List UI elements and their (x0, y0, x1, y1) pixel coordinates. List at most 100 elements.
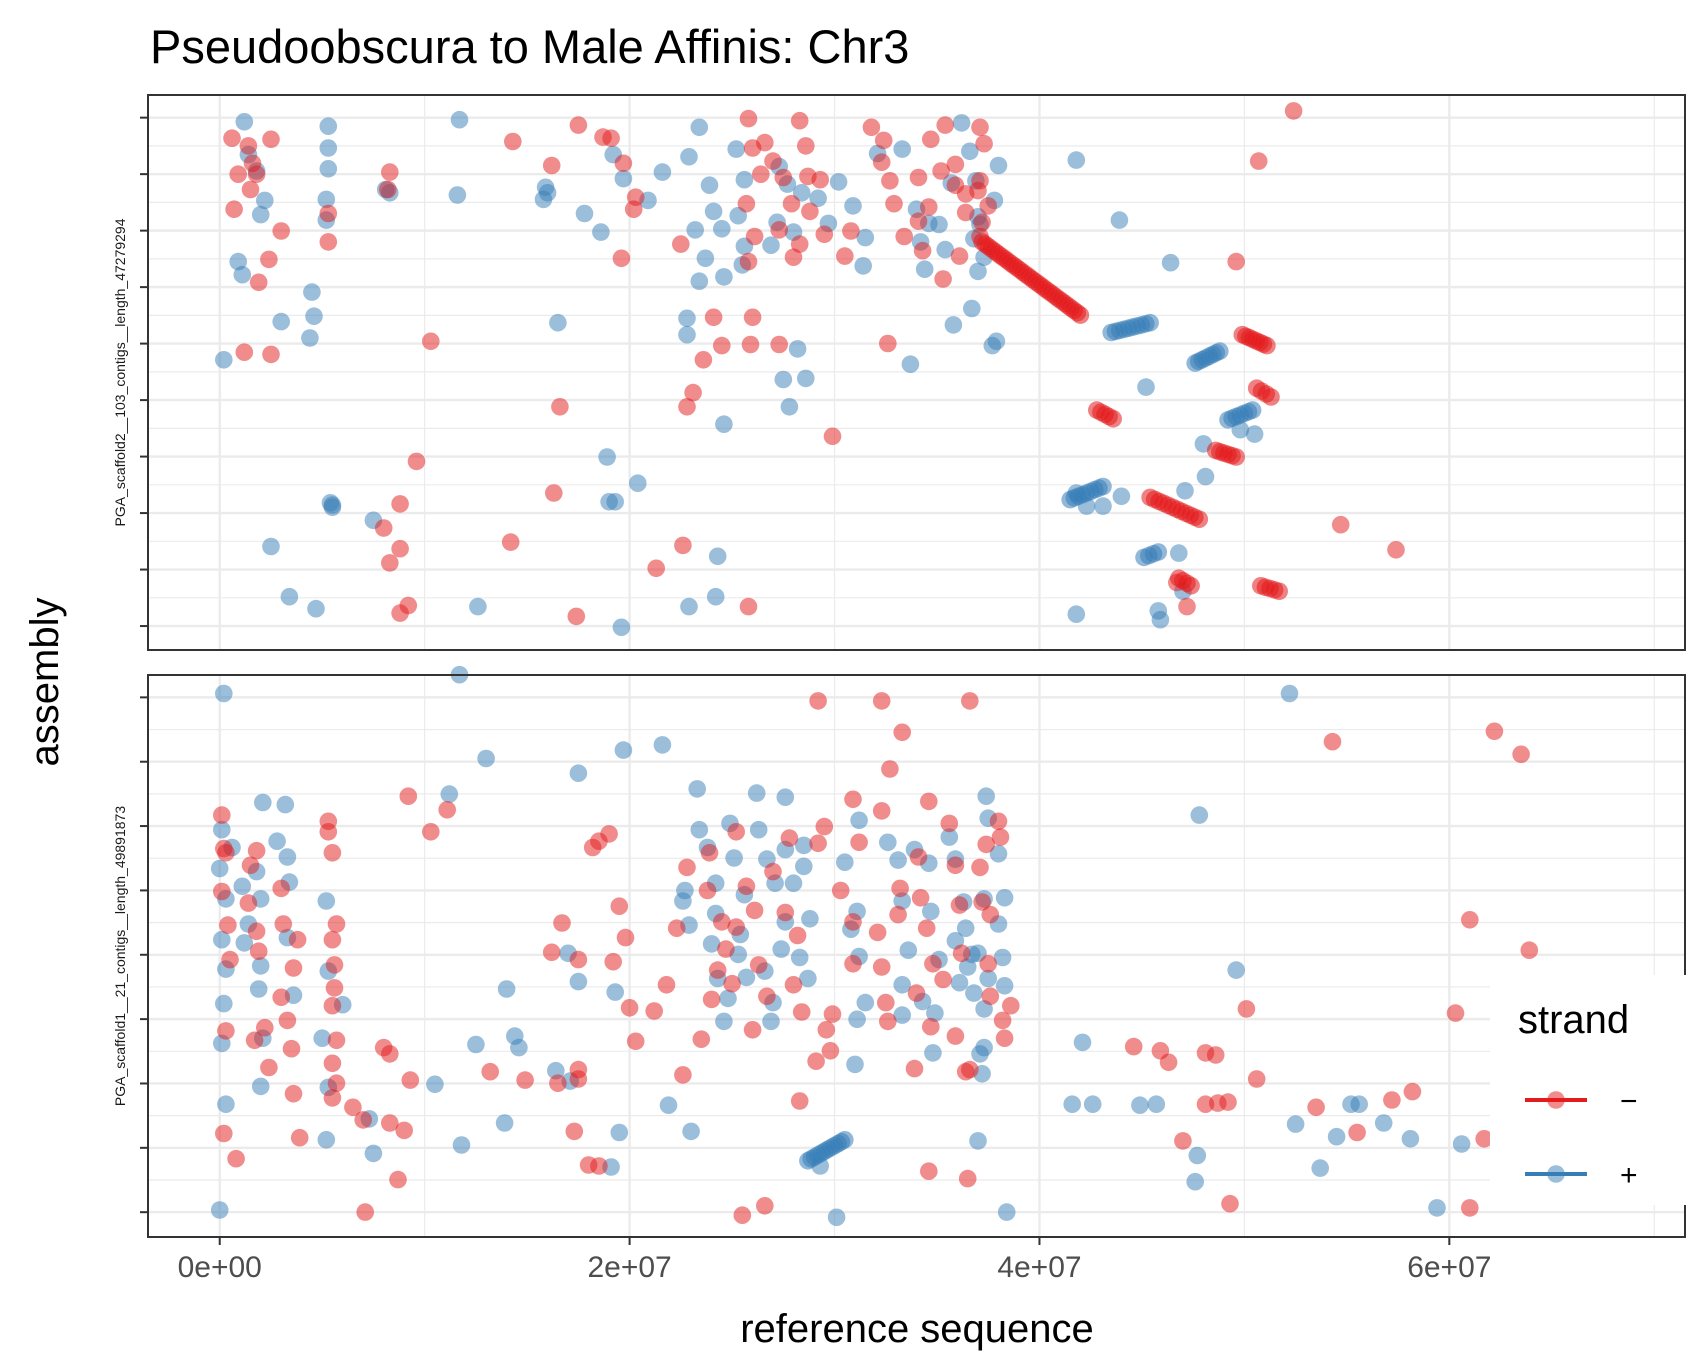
point-minus-strand (713, 336, 731, 355)
point-minus-strand (610, 897, 629, 915)
point-minus-strand (809, 834, 827, 853)
point-minus-strand (792, 1003, 811, 1021)
point-plus-strand (762, 236, 780, 254)
point-plus-strand (995, 977, 1014, 995)
point-minus-strand (895, 227, 913, 246)
point-minus-strand (1258, 336, 1276, 355)
point-minus-strand (977, 835, 995, 854)
point-minus-strand (727, 823, 745, 841)
point-minus-strand (1178, 597, 1196, 616)
point-minus-strand (1249, 152, 1268, 170)
point-plus-strand (538, 184, 557, 202)
point-minus-strand (872, 958, 891, 976)
legend-key-point (1547, 1091, 1565, 1109)
point-plus-strand (1094, 477, 1112, 496)
point-plus-strand (319, 139, 338, 157)
point-minus-strand (219, 916, 237, 934)
point-plus-strand (848, 1010, 866, 1029)
point-plus-strand (780, 398, 799, 416)
point-minus-strand (889, 905, 907, 924)
point-plus-strand (704, 202, 723, 221)
point-minus-strand (717, 940, 735, 958)
point-plus-strand (1350, 1095, 1368, 1113)
point-minus-strand (745, 227, 764, 246)
point-minus-strand (553, 914, 571, 932)
point-plus-strand (612, 618, 631, 637)
point-minus-strand (381, 1114, 399, 1132)
point-minus-strand (1331, 515, 1350, 534)
point-minus-strand (917, 919, 936, 937)
point-minus-strand (1262, 388, 1280, 406)
point-plus-strand (440, 785, 459, 803)
point-plus-strand (809, 189, 827, 208)
point-minus-strand (723, 974, 741, 993)
point-plus-strand (846, 1055, 864, 1074)
point-plus-strand (856, 993, 875, 1012)
point-plus-strand (801, 910, 819, 928)
point-minus-strand (612, 249, 631, 268)
point-plus-strand (1286, 1115, 1305, 1133)
point-plus-strand (1112, 487, 1131, 506)
point-plus-strand (950, 973, 969, 992)
point-minus-strand (922, 130, 940, 149)
point-plus-strand (797, 369, 815, 388)
point-minus-strand (920, 1162, 938, 1180)
point-minus-strand (844, 955, 862, 973)
point-plus-strand (901, 355, 920, 374)
x-tick-label: 4e+07 (997, 1251, 1081, 1284)
point-minus-strand (1227, 252, 1245, 271)
point-plus-strand (940, 828, 959, 846)
point-minus-strand (879, 1012, 897, 1031)
point-plus-strand (549, 313, 567, 332)
point-minus-strand (891, 879, 909, 898)
point-minus-strand (981, 987, 1000, 1006)
point-plus-strand (997, 1203, 1016, 1221)
point-minus-strand (979, 197, 997, 215)
point-plus-strand (854, 257, 872, 275)
point-minus-strand (549, 1074, 567, 1092)
point-minus-strand (932, 162, 950, 180)
point-plus-strand (795, 836, 813, 855)
point-plus-strand (1073, 1033, 1092, 1052)
legend-key-point (1547, 1165, 1565, 1183)
point-minus-strand (1323, 732, 1342, 751)
point-minus-strand (282, 1039, 301, 1058)
point-minus-strand (801, 202, 819, 221)
point-minus-strand (950, 247, 969, 265)
point-plus-strand (1176, 482, 1194, 500)
point-minus-strand (934, 970, 952, 989)
point-minus-strand (784, 248, 803, 266)
point-minus-strand (920, 792, 938, 811)
point-minus-strand (961, 692, 979, 710)
point-minus-strand (319, 823, 338, 841)
point-minus-strand (727, 918, 745, 936)
point-minus-strand (674, 536, 692, 555)
point-minus-strand (1071, 306, 1090, 324)
point-minus-strand (213, 806, 231, 824)
point-minus-strand (911, 889, 930, 907)
point-minus-strand (946, 856, 965, 875)
point-minus-strand (872, 153, 891, 171)
point-minus-strand (319, 233, 338, 251)
point-minus-strand (907, 984, 926, 1002)
point-plus-strand (210, 1201, 229, 1219)
point-minus-strand (1284, 102, 1303, 120)
point-minus-strand (217, 844, 235, 862)
point-plus-strand (600, 493, 618, 511)
panel-label-scaffold1: PGA_scaffold1__21_contigs__length_498918… (112, 806, 128, 1106)
point-plus-strand (844, 197, 862, 215)
point-minus-strand (784, 976, 803, 994)
point-minus-strand (569, 1070, 588, 1088)
point-plus-strand (1110, 211, 1129, 229)
point-minus-strand (708, 961, 727, 979)
point-plus-strand (678, 325, 696, 344)
point-minus-strand (913, 241, 932, 260)
point-plus-strand (1428, 1199, 1446, 1217)
point-plus-strand (799, 969, 817, 988)
point-plus-strand (305, 307, 323, 326)
point-minus-strand (989, 812, 1008, 831)
point-plus-strand (795, 857, 813, 876)
point-minus-strand (807, 1052, 825, 1070)
point-plus-strand (272, 312, 291, 331)
point-minus-strand (229, 165, 247, 183)
